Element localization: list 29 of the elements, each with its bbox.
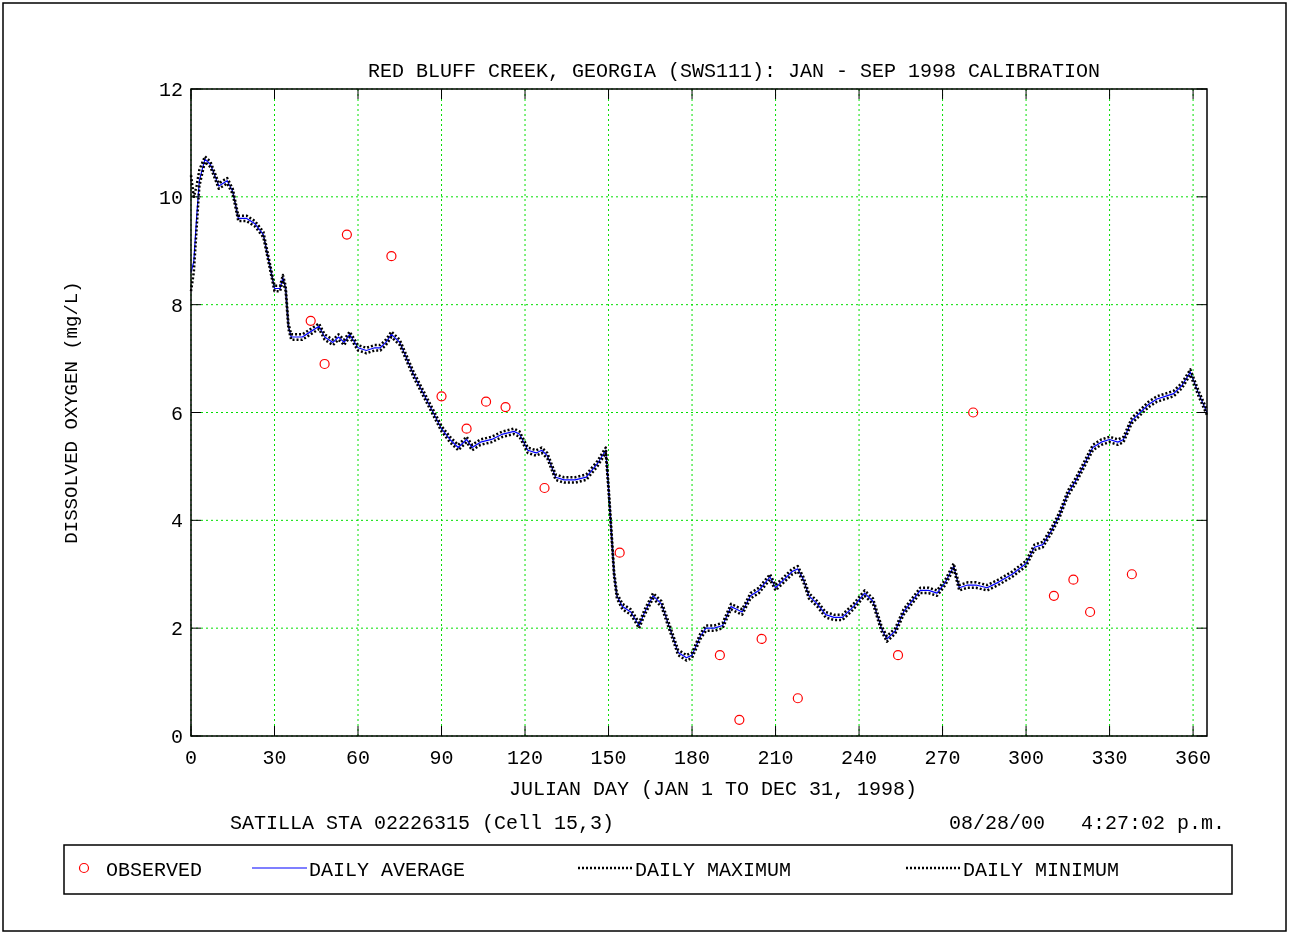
y-tick-label: 10: [158, 186, 183, 210]
x-tick-label: 30: [262, 747, 287, 770]
y-tick-label: 2: [170, 618, 183, 642]
y-tick-label: 12: [158, 79, 183, 102]
x-tick-label: 60: [346, 747, 371, 770]
x-tick-label: 210: [757, 747, 794, 770]
legend-label: DAILY AVERAGE: [309, 859, 466, 882]
legend-label: DAILY MINIMUM: [963, 859, 1120, 882]
x-tick-label: 270: [924, 747, 961, 770]
chart-title: RED BLUFF CREEK, GEORGIA (SWS111): JAN - SEP 1998 CALIBRATION: [367, 60, 1101, 83]
x-axis-title: JULIAN DAY (JAN 1 TO DEC 31, 1998): [508, 778, 918, 801]
x-tick-label: 360: [1175, 747, 1212, 770]
x-tick-label: 150: [590, 747, 627, 770]
y-tick-label: 8: [170, 294, 183, 318]
text: SATILLA STA 02226315 (Cell 15,3): [230, 812, 615, 835]
text: 08/28/00 4:27:02 p.m.: [948, 812, 1225, 835]
y-axis-title: DISSOLVED OXYGEN (mg/L): [61, 281, 83, 544]
legend-label: OBSERVED: [106, 859, 203, 882]
x-tick-label: 120: [507, 747, 544, 770]
y-tick-label: 0: [170, 726, 183, 749]
y-tick-label: 6: [170, 402, 183, 426]
y-tick-label: 4: [170, 510, 183, 534]
x-tick-label: 240: [841, 747, 878, 770]
legend-label: DAILY MAXIMUM: [635, 859, 792, 882]
x-tick-label: 90: [429, 747, 454, 770]
x-tick-label: 330: [1091, 747, 1128, 770]
x-tick-label: 0: [184, 747, 198, 770]
x-tick-label: 180: [674, 747, 711, 770]
x-tick-label: 300: [1008, 747, 1045, 770]
